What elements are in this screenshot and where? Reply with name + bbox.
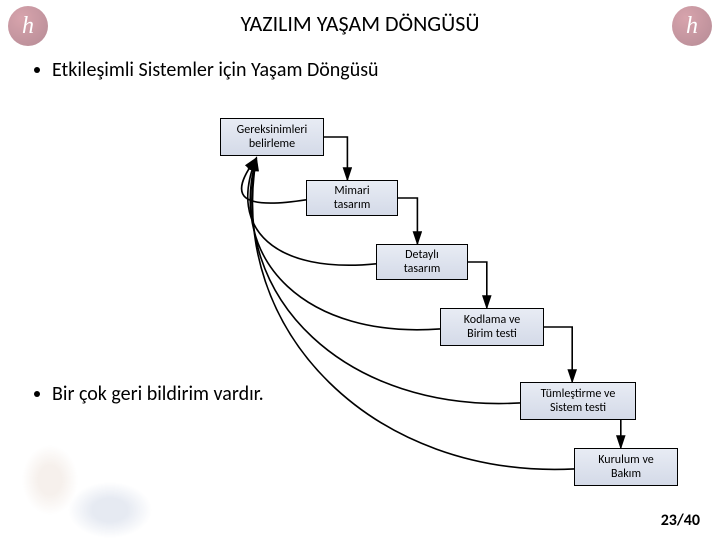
flow-box-b2: Detaylı tasarım [376, 244, 468, 280]
corner-watermark [0, 400, 170, 540]
logo-glyph: h [22, 13, 34, 40]
flow-box-b3: Kodlama ve Birim testi [440, 308, 544, 346]
bullet-text: Etkileşimli Sistemler için Yaşam Döngüsü [52, 58, 379, 82]
bullet-dot-icon [34, 391, 40, 397]
logo-left: h [8, 6, 48, 46]
page-title: YAZILIM YAŞAM DÖNGÜSÜ [0, 0, 720, 37]
flow-box-b4: Tümleştirme ve Sistem testi [520, 382, 636, 420]
page-number: 23/40 [661, 511, 700, 530]
logo-glyph: h [686, 13, 698, 40]
flow-box-b5: Kurulum ve Bakım [574, 448, 678, 486]
bullet-interactive-systems: Etkileşimli Sistemler için Yaşam Döngüsü [34, 58, 379, 82]
logo-right: h [672, 6, 712, 46]
flow-box-b0: Gereksinimleri belirleme [220, 118, 324, 156]
bullet-text: Bir çok geri bildirim vardır. [52, 382, 264, 406]
flow-box-b1: Mimari tasarım [306, 180, 398, 216]
bullet-dot-icon [34, 67, 40, 73]
bullet-feedback: Bir çok geri bildirim vardır. [34, 382, 264, 406]
